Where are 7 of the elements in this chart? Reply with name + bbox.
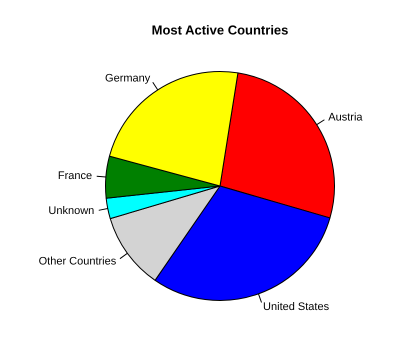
slice-label: Germany bbox=[105, 72, 151, 84]
slice-label: United States bbox=[263, 300, 330, 313]
slice-label: Unknown bbox=[48, 205, 94, 218]
slice-label: Austria bbox=[328, 111, 364, 124]
slice-label: France bbox=[58, 170, 92, 182]
chart-title: Most Active Countries bbox=[152, 22, 288, 38]
slice-label: Other Countries bbox=[38, 255, 117, 268]
